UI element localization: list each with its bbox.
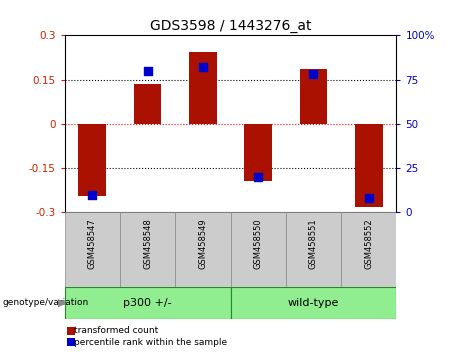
Bar [286,212,341,287]
Bar [300,69,327,124]
Bar [134,84,161,124]
Text: GSM458547: GSM458547 [88,218,97,269]
Bar [120,212,175,287]
Title: GDS3598 / 1443276_at: GDS3598 / 1443276_at [150,19,311,33]
Text: GSM458551: GSM458551 [309,218,318,269]
Point [254,174,262,180]
Bar [175,212,230,287]
Text: genotype/variation: genotype/variation [2,298,89,307]
Text: wild-type: wild-type [288,298,339,308]
Point [199,64,207,70]
Text: ▶: ▶ [58,298,66,308]
Text: transformed count: transformed count [74,326,158,335]
Bar [78,124,106,196]
Bar [230,212,286,287]
Bar [230,287,396,319]
Text: percentile rank within the sample: percentile rank within the sample [74,338,227,347]
Bar [65,287,230,319]
Text: GSM458550: GSM458550 [254,218,263,269]
Point [365,195,372,201]
Text: GSM458548: GSM458548 [143,218,152,269]
Point [310,72,317,77]
Bar [341,212,396,287]
Text: GSM458552: GSM458552 [364,218,373,269]
Bar [189,52,217,124]
Point [144,68,151,74]
Bar [355,124,383,206]
Bar [65,212,120,287]
Text: GSM458549: GSM458549 [198,218,207,269]
Text: p300 +/-: p300 +/- [123,298,172,308]
Point [89,192,96,198]
Bar [244,124,272,181]
